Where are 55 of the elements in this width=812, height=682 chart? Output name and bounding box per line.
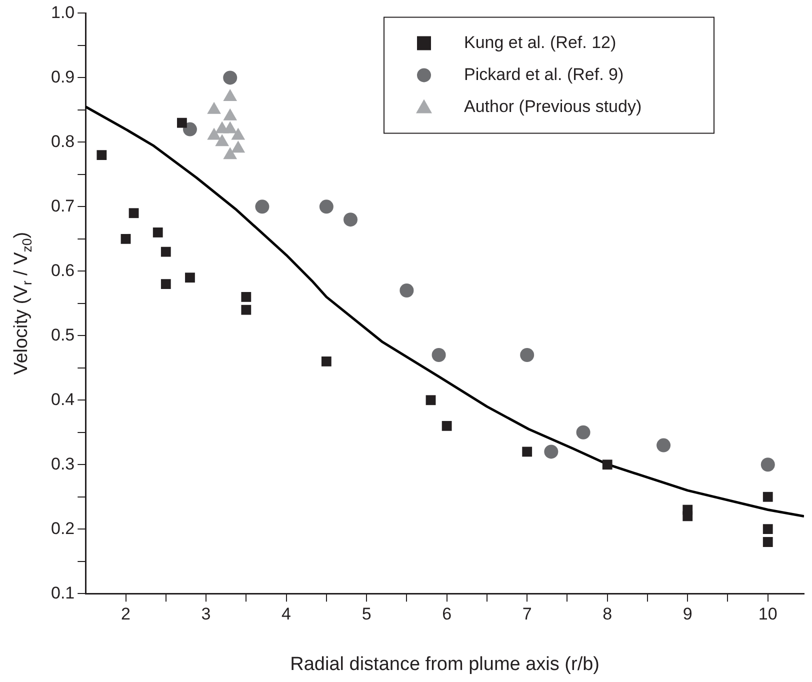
- x-tick-label: 3: [201, 604, 211, 624]
- point: [152, 228, 163, 238]
- point: [160, 246, 171, 257]
- point: [160, 279, 171, 290]
- point: [762, 537, 773, 547]
- point: [762, 524, 773, 534]
- point: [426, 395, 436, 406]
- y-tick-label: 0.4: [50, 390, 75, 409]
- y-tick-label: 0.3: [50, 454, 75, 474]
- point: [255, 200, 270, 214]
- point: [223, 70, 238, 85]
- point: [656, 438, 671, 452]
- point: [128, 208, 139, 218]
- point: [96, 150, 107, 160]
- point: [520, 348, 534, 362]
- point: [432, 348, 446, 362]
- x-tick-label: 10: [758, 604, 778, 624]
- legend-label: Kung et al. (Ref. 12): [464, 32, 616, 52]
- point: [185, 272, 195, 283]
- y-tick-label: 0.6: [50, 260, 75, 280]
- point: [602, 460, 612, 470]
- point: [182, 122, 197, 136]
- point: [319, 200, 334, 214]
- x-axis-title: Radial distance from plume axis (r/b): [290, 654, 600, 676]
- legend-label: Pickard et al. (Ref. 9): [464, 64, 624, 84]
- point: [442, 420, 452, 431]
- x-tick-label: 8: [602, 604, 612, 624]
- point: [344, 212, 358, 227]
- x-tick-label: 9: [682, 604, 692, 624]
- y-tick-label: 0.2: [50, 518, 75, 538]
- point: [120, 234, 131, 244]
- point: [544, 444, 558, 459]
- y-axis-title: Velocity (Vr / Vz0): [11, 232, 34, 375]
- point: [522, 446, 532, 457]
- x-tick-label: 7: [522, 604, 532, 624]
- x-tick-label: 4: [282, 604, 292, 624]
- y-tick-label: 0.5: [50, 325, 75, 344]
- point: [321, 356, 332, 366]
- point: [682, 511, 693, 522]
- point: [177, 118, 187, 128]
- x-tick-label: 2: [121, 604, 130, 624]
- point: [241, 292, 252, 302]
- point: [400, 284, 414, 298]
- legend-label: Author (Previous study): [464, 96, 642, 116]
- point: [576, 425, 590, 440]
- point: [760, 458, 775, 472]
- x-tick-label: 5: [362, 604, 372, 624]
- y-tick-label: 1.0: [50, 2, 75, 22]
- point: [241, 304, 252, 315]
- y-tick-label: 0.7: [50, 196, 75, 216]
- y-tick-label: 0.8: [50, 132, 75, 151]
- x-tick-label: 6: [442, 604, 452, 624]
- point: [762, 492, 773, 502]
- y-tick-label: 0.1: [50, 583, 75, 602]
- y-tick-label: 0.9: [50, 67, 75, 86]
